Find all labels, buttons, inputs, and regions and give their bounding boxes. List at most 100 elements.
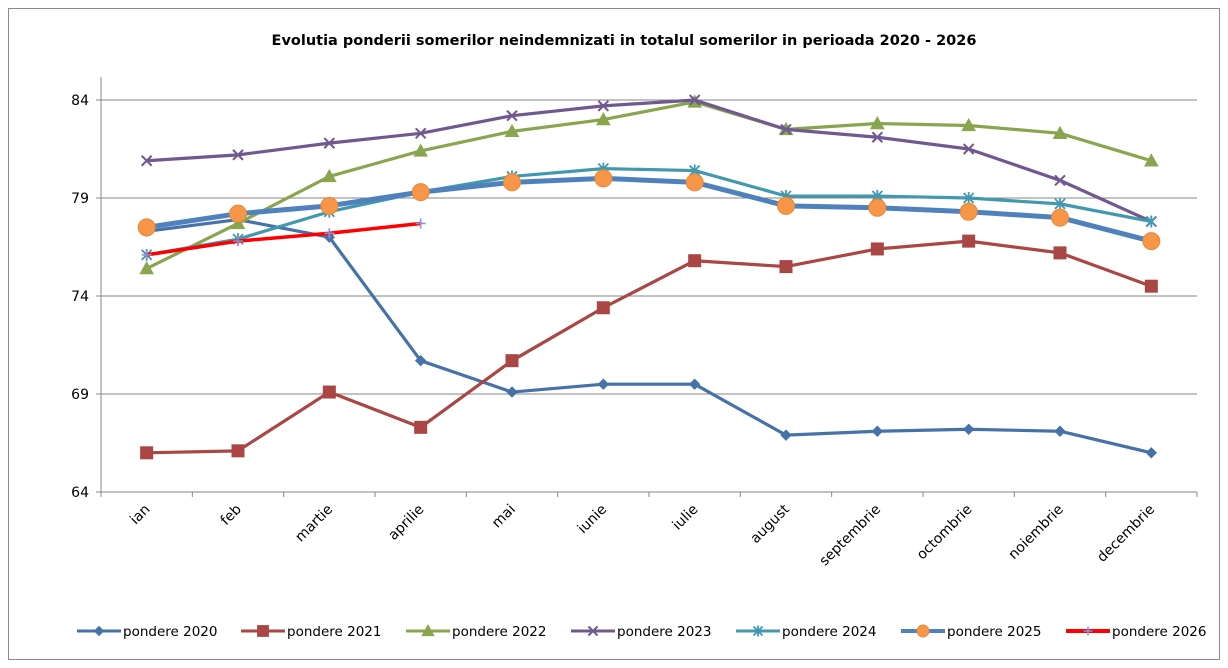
x-tick-label: ian: [127, 502, 153, 528]
legend-label: pondere 2025: [947, 624, 1041, 640]
data-point: [961, 117, 977, 132]
legend-item: pondere 2025: [901, 624, 1041, 640]
series-line: [146, 175, 1152, 244]
x-tick-label: septembrie: [817, 502, 885, 570]
data-point: [324, 228, 335, 239]
data-point: [322, 385, 336, 399]
series-line: [146, 167, 1152, 257]
x-tick-label: decembrie: [1094, 502, 1158, 566]
data-point: [323, 137, 336, 149]
data-point: [594, 169, 613, 188]
series-pondere-2026: [141, 218, 426, 260]
data-point: [597, 100, 610, 112]
data-point: [595, 112, 611, 126]
data-point: [752, 625, 764, 637]
data-point: [93, 625, 105, 637]
data-point: [505, 354, 519, 368]
data-point: [141, 249, 152, 260]
data-point: [597, 378, 610, 390]
data-point: [140, 155, 153, 167]
legend: pondere 2020 pondere 2021 pondere 2022 pond…: [77, 624, 1206, 640]
data-point: [685, 173, 704, 192]
legend-label: pondere 2024: [782, 624, 876, 640]
data-point: [257, 625, 269, 637]
legend-label: pondere 2022: [452, 624, 546, 640]
data-point: [413, 143, 429, 157]
data-point: [233, 236, 243, 247]
data-point: [596, 301, 610, 315]
x-tick-label: noiembrie: [1005, 502, 1066, 563]
legend-label: pondere 2020: [123, 624, 217, 640]
series-pondere-2023: [140, 94, 1158, 228]
data-point: [231, 444, 245, 458]
y-tick-label: 79: [71, 191, 89, 207]
data-point: [1053, 246, 1067, 260]
line-chart: Evolutia ponderii somerilor neindemnizat…: [71, 33, 1206, 640]
series-pondere-2021: [140, 234, 1158, 460]
series-pondere-2025: [137, 169, 1161, 251]
series-line: [146, 217, 1152, 455]
x-tick-label: august: [748, 501, 794, 547]
data-point: [415, 218, 426, 229]
series-line: [146, 221, 421, 257]
data-point: [1083, 626, 1093, 636]
data-point: [962, 143, 975, 155]
data-point: [869, 115, 885, 130]
x-tick-label: feb: [218, 501, 245, 528]
series-pondere-2020: [140, 213, 1158, 459]
legend-item: pondere 2026: [1066, 624, 1206, 640]
data-point: [962, 234, 976, 248]
x-tick-label: aprilie: [385, 502, 427, 544]
y-tick-label: 64: [71, 485, 89, 501]
data-point: [1054, 197, 1066, 210]
x-tick-label: martie: [292, 502, 336, 546]
data-point: [963, 192, 975, 204]
data-point: [1054, 425, 1066, 437]
x-tick-label: octombrie: [914, 502, 976, 564]
data-point: [871, 131, 884, 143]
data-point: [779, 260, 793, 274]
data-point: [688, 378, 701, 390]
series-line: [146, 98, 1152, 223]
data-point: [506, 386, 518, 398]
data-point: [137, 218, 156, 237]
axes: 64 69 74 79 84 ian feb martie aprilie mai iunie iul…: [71, 77, 1198, 570]
data-point: [414, 127, 427, 140]
legend-item: pondere 2020: [77, 624, 217, 640]
data-point: [140, 446, 154, 460]
x-tick-label: mai: [489, 502, 519, 532]
chart-frame: Evolutia ponderii somerilor neindemnizat…: [8, 8, 1220, 660]
legend-item: pondere 2024: [736, 624, 876, 640]
data-point: [1142, 232, 1161, 251]
data-point: [780, 123, 792, 136]
data-point: [320, 196, 339, 215]
data-point: [1052, 125, 1068, 140]
data-point: [962, 423, 975, 435]
x-tick-label: iunie: [575, 502, 610, 537]
data-point: [870, 242, 884, 256]
y-tick-label: 84: [71, 93, 89, 109]
data-point: [1143, 153, 1159, 167]
data-point: [1145, 215, 1157, 228]
data-point: [916, 624, 930, 638]
series-line: [145, 100, 1152, 270]
legend-label: pondere 2026: [1112, 624, 1206, 640]
data-point: [959, 202, 978, 221]
x-tick-label: iulie: [670, 502, 702, 534]
data-point: [414, 420, 428, 434]
data-point: [1054, 174, 1066, 187]
legend-item: pondere 2023: [571, 624, 711, 640]
data-point: [506, 109, 518, 122]
chart-title: Evolutia ponderii somerilor neindemnizat…: [272, 33, 977, 49]
data-point: [1144, 279, 1158, 293]
data-point: [411, 183, 430, 202]
data-point: [139, 261, 155, 275]
series-line: [146, 239, 1152, 455]
data-point: [503, 173, 521, 192]
y-tick-label: 69: [71, 387, 89, 403]
y-tick-label: 74: [71, 289, 89, 305]
legend-item: pondere 2022: [406, 624, 546, 640]
legend-label: pondere 2023: [617, 624, 711, 640]
data-point: [1051, 208, 1069, 227]
data-point: [321, 168, 337, 183]
